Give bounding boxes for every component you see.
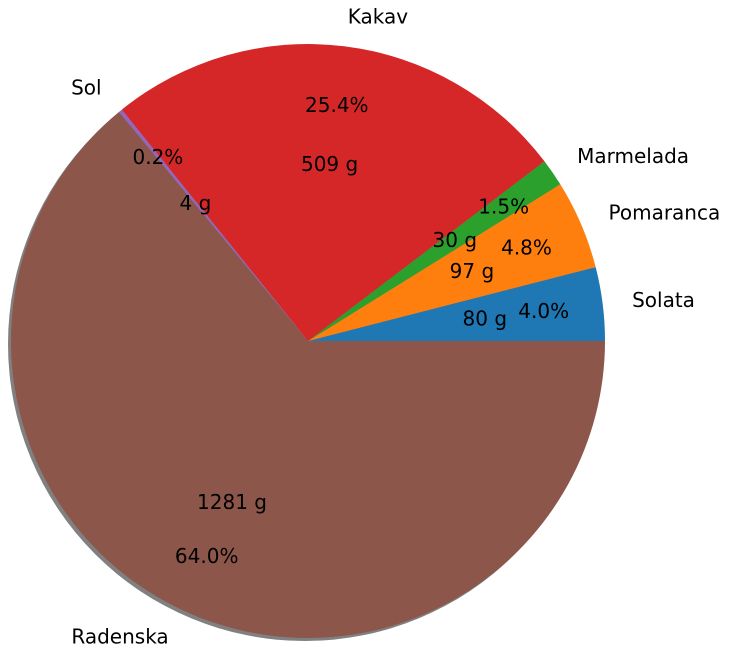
pie-slice-solata [308, 267, 605, 341]
pie-slice-kakav [121, 44, 545, 342]
slice-label-marmelada: Marmelada [577, 144, 689, 168]
slice-grams-solata: 80 g [463, 307, 508, 331]
slice-percent-marmelada: 1.5% [478, 194, 529, 218]
pie-labels: Solata 4.0% 80 g Pomaranca 4.8%97 g Marmelada… [71, 5, 720, 649]
pie-slices [10, 44, 605, 639]
pie-slice-pomaranca [308, 184, 596, 341]
slice-percent-solata: 4.0% [518, 299, 569, 323]
slice-grams-kakav: 509 g [301, 152, 358, 176]
slice-label-solata: Solata [632, 288, 695, 312]
slice-percent-kakav: 25.4% [305, 93, 369, 117]
slice-percent-pomaranca: 4.8% [501, 236, 552, 260]
pie-slice-marmelada [308, 161, 561, 341]
slice-grams-sol: 4 g [180, 191, 212, 215]
slice-label-pomaranca: Pomaranca [609, 201, 721, 225]
slice-grams-radenska: 1281 g [197, 490, 267, 514]
slice-grams-pomaranca: 97 g [450, 259, 495, 283]
slice-label-sol: Sol [71, 76, 102, 100]
pie-slice-sol [118, 109, 308, 341]
slice-percent-radenska: 64.0% [175, 544, 239, 568]
slice-grams-marmelada: 30 g [433, 228, 478, 252]
slice-percent-sol: 0.2% [132, 145, 183, 169]
slice-label-radenska: Radenska [71, 625, 168, 649]
slice-label-kakav: Kakav [348, 5, 409, 29]
pie-slice-radenska [10, 111, 605, 639]
